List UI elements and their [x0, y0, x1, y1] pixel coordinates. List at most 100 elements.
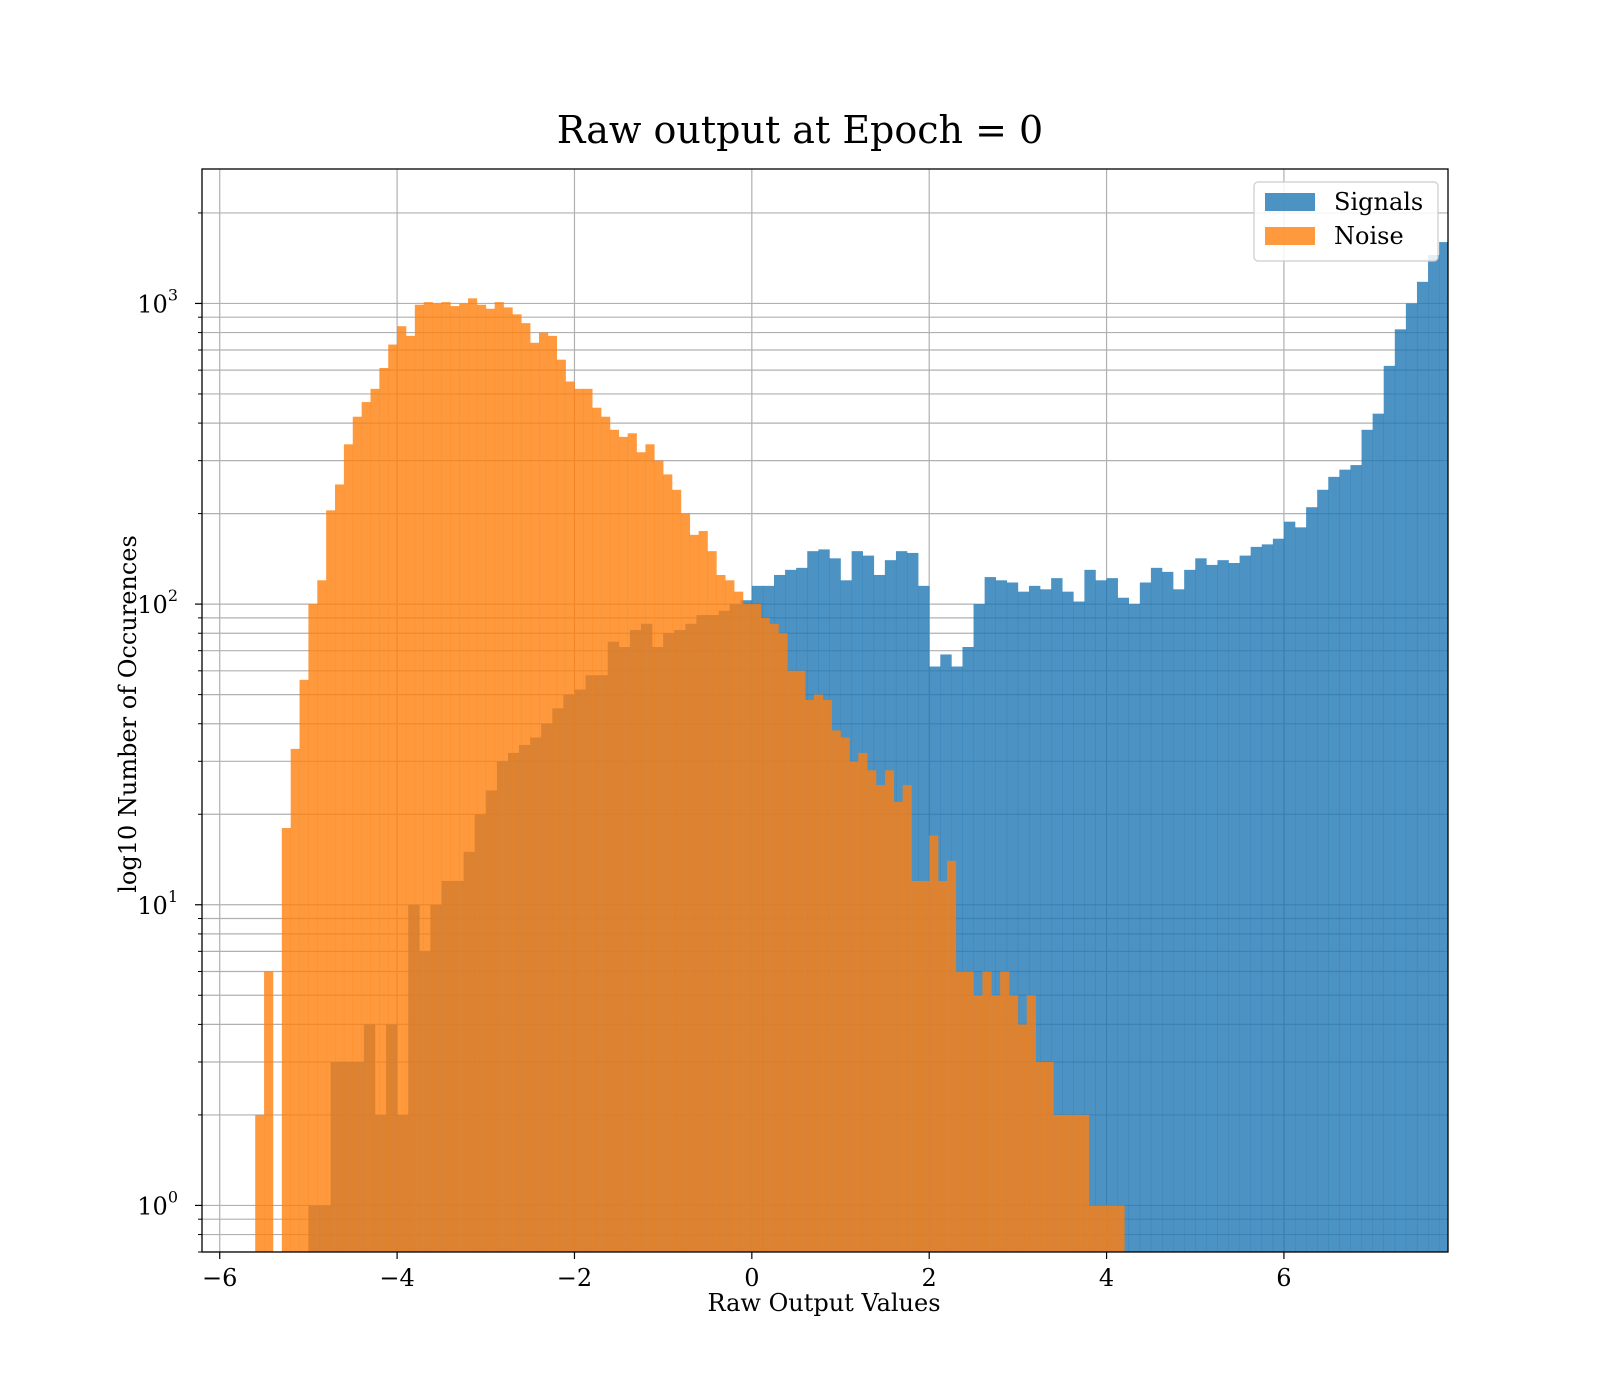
- signals-bar: [1561, 317, 1572, 1252]
- noise-bar: [405, 335, 416, 1252]
- signals-bar: [1239, 555, 1251, 1252]
- noise-bar: [370, 388, 380, 1252]
- noise-bar: [414, 304, 425, 1252]
- signals-bar: [1472, 223, 1483, 1252]
- noise-bar: [867, 770, 877, 1252]
- noise-bar: [441, 302, 451, 1252]
- noise-bar: [680, 513, 691, 1252]
- y-tick-label: 102: [137, 586, 178, 619]
- series-noise: [255, 298, 1125, 1252]
- signals-bar: [1040, 589, 1052, 1252]
- noise-bar: [317, 580, 327, 1252]
- noise-bar: [379, 367, 389, 1252]
- noise-bar: [1017, 1024, 1028, 1252]
- noise-bar: [1115, 1205, 1125, 1252]
- noise-bar: [742, 604, 753, 1252]
- noise-bar: [432, 303, 442, 1252]
- signals-bar: [1128, 604, 1141, 1252]
- signals-bar: [1328, 476, 1340, 1252]
- signals-bar: [1372, 413, 1385, 1252]
- signals-bar: [1095, 580, 1107, 1252]
- noise-bar: [751, 604, 762, 1252]
- noise-bar: [459, 303, 469, 1252]
- signals-bar: [1295, 527, 1307, 1252]
- signals-bar: [1317, 489, 1329, 1252]
- signals-bar: [1495, 223, 1506, 1252]
- noise-bar: [450, 306, 460, 1252]
- noise-bar: [698, 531, 708, 1252]
- noise-bar: [1088, 1205, 1099, 1252]
- noise-bar: [760, 617, 770, 1252]
- noise-bar: [485, 308, 495, 1252]
- noise-bar: [778, 633, 788, 1252]
- noise-bar: [982, 971, 992, 1252]
- noise-bar: [326, 510, 336, 1252]
- noise-bar: [1071, 1114, 1081, 1252]
- noise-bar: [787, 670, 797, 1252]
- noise-bar: [299, 679, 309, 1252]
- signals-bar: [1051, 578, 1063, 1252]
- signals-bar: [1572, 360, 1583, 1252]
- signals-bar: [1383, 365, 1396, 1252]
- noise-bar: [1035, 1061, 1045, 1252]
- noise-bar: [769, 623, 779, 1252]
- signals-bar: [1261, 544, 1274, 1252]
- noise-bar: [938, 880, 948, 1252]
- signals-bar: [1517, 242, 1528, 1252]
- noise-bar: [1053, 1114, 1063, 1252]
- x-tick-label: 4: [1099, 1264, 1114, 1292]
- noise-bar: [530, 342, 540, 1252]
- signals-bar: [1361, 429, 1373, 1252]
- noise-bar: [707, 551, 717, 1252]
- y-tick-exponent: 3: [168, 285, 178, 304]
- noise-bar: [388, 344, 398, 1252]
- noise-bar: [281, 828, 291, 1252]
- signals-bar: [1272, 538, 1285, 1252]
- signals-bar: [1150, 567, 1163, 1252]
- noise-bar: [1044, 1061, 1054, 1252]
- noise-bar: [521, 323, 531, 1252]
- noise-bar: [1106, 1205, 1116, 1252]
- x-tick-label: 6: [1276, 1264, 1291, 1292]
- noise-bar: [858, 752, 868, 1252]
- signals-bar: [1461, 227, 1472, 1252]
- noise-bar: [1009, 995, 1019, 1252]
- noise-bar: [397, 326, 407, 1252]
- signals-bar: [1339, 469, 1351, 1252]
- noise-bar: [636, 452, 646, 1252]
- signals-bar: [1394, 329, 1407, 1252]
- signals-bar: [1206, 564, 1218, 1252]
- noise-bar: [822, 699, 832, 1252]
- legend-swatch-signals: [1265, 193, 1315, 211]
- noise-bar: [645, 444, 655, 1252]
- signals-bar: [973, 604, 985, 1252]
- signals-bar: [1106, 578, 1118, 1252]
- noise-bar: [929, 835, 939, 1252]
- noise-bar: [1097, 1205, 1107, 1252]
- noise-bar: [734, 591, 744, 1252]
- chart-title: Raw output at Epoch = 0: [557, 108, 1043, 152]
- noise-bar: [556, 359, 566, 1252]
- noise-bar: [538, 332, 549, 1252]
- signals-bar: [1583, 399, 1594, 1252]
- legend: Signals Noise: [1253, 181, 1439, 262]
- signals-bar: [1250, 546, 1263, 1252]
- noise-bar: [973, 995, 983, 1252]
- noise-bar: [468, 298, 478, 1252]
- noise-bar: [875, 785, 886, 1252]
- noise-bar: [805, 699, 815, 1252]
- signals-bar: [1416, 281, 1429, 1252]
- noise-bar: [1079, 1114, 1090, 1252]
- signals-bar: [1539, 274, 1550, 1252]
- noise-bar: [689, 534, 699, 1252]
- noise-bar: [476, 304, 487, 1252]
- signals-bar: [1006, 582, 1019, 1252]
- noise-bar: [503, 307, 513, 1252]
- signals-bar: [1139, 582, 1152, 1252]
- noise-bar: [255, 1114, 265, 1252]
- noise-bar: [494, 302, 504, 1252]
- signals-bar: [1073, 601, 1085, 1252]
- noise-bar: [725, 580, 735, 1252]
- noise-bar: [1000, 971, 1010, 1252]
- signals-bar: [1506, 230, 1517, 1252]
